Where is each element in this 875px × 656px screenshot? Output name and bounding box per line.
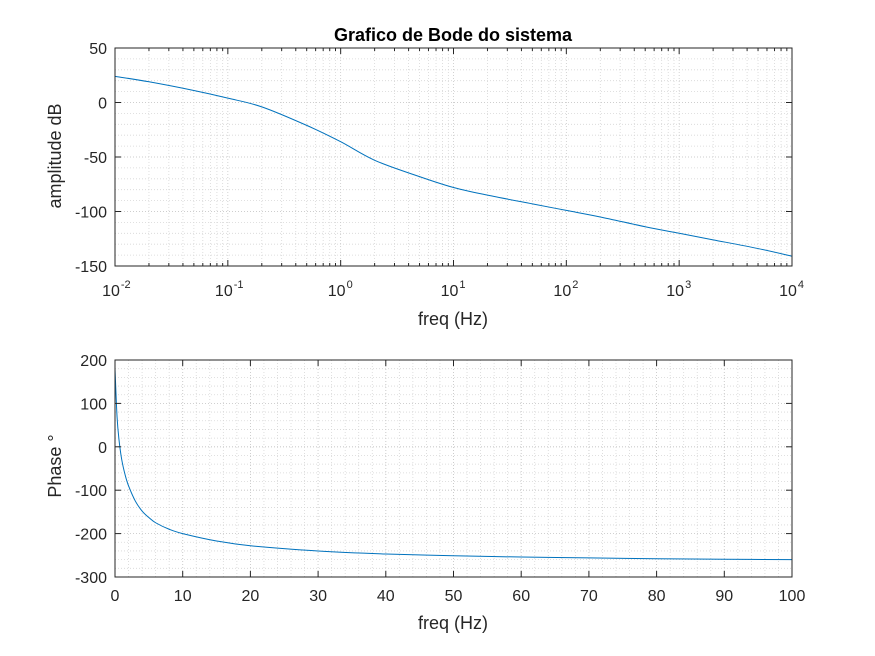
x-tick-exponent: 2 bbox=[572, 279, 578, 291]
y-tick-label: 200 bbox=[80, 353, 107, 370]
series-layer bbox=[114, 75, 793, 257]
phase-y-axis-label: Phase ° bbox=[45, 434, 65, 497]
series-line-0 bbox=[114, 75, 793, 257]
y-tick-label: 100 bbox=[80, 396, 107, 413]
x-tick-label: 50 bbox=[445, 588, 463, 605]
x-tick-label: 0 bbox=[111, 588, 120, 605]
chart-title: Grafico de Bode do sistema bbox=[334, 25, 573, 45]
x-tick-label: 90 bbox=[715, 588, 733, 605]
x-tick-label: 10 bbox=[553, 283, 571, 300]
x-tick-exponent: 4 bbox=[798, 279, 804, 291]
x-tick-exponent: 0 bbox=[347, 279, 353, 291]
y-tick-label: 50 bbox=[89, 41, 107, 58]
x-tick-label: 60 bbox=[512, 588, 530, 605]
x-tick-label: 10 bbox=[666, 283, 684, 300]
series-line-0 bbox=[114, 368, 793, 561]
x-tick-label: 20 bbox=[242, 588, 260, 605]
x-tick-label: 10 bbox=[441, 283, 459, 300]
x-tick-label: 10 bbox=[779, 283, 797, 300]
x-tick-exponent: -1 bbox=[234, 279, 244, 291]
x-tick-label: 10 bbox=[174, 588, 192, 605]
x-tick-label: 30 bbox=[309, 588, 327, 605]
y-tick-label: -50 bbox=[84, 150, 107, 167]
y-tick-label: -200 bbox=[75, 527, 107, 544]
magnitude-y-axis-label: amplitude dB bbox=[45, 103, 65, 208]
x-tick-exponent: -2 bbox=[121, 279, 131, 291]
x-tick-exponent: 1 bbox=[459, 279, 465, 291]
y-tick-label: 0 bbox=[98, 96, 107, 113]
y-tick-label: -150 bbox=[75, 259, 107, 276]
x-tick-label: 40 bbox=[377, 588, 395, 605]
x-tick-label: 100 bbox=[779, 588, 806, 605]
y-tick-label: -100 bbox=[75, 205, 107, 222]
x-tick-label: 10 bbox=[102, 283, 120, 300]
x-tick-label: 10 bbox=[215, 283, 233, 300]
x-tick-label: 70 bbox=[580, 588, 598, 605]
y-tick-label: 0 bbox=[98, 440, 107, 457]
magnitude-x-axis-label: freq (Hz) bbox=[418, 309, 488, 329]
x-tick-exponent: 3 bbox=[685, 279, 691, 291]
x-tick-label: 80 bbox=[648, 588, 666, 605]
x-tick-label: 10 bbox=[328, 283, 346, 300]
series-layer bbox=[114, 368, 793, 561]
phase-x-axis-label: freq (Hz) bbox=[418, 613, 488, 633]
y-tick-label: -300 bbox=[75, 570, 107, 587]
y-tick-label: -100 bbox=[75, 483, 107, 500]
